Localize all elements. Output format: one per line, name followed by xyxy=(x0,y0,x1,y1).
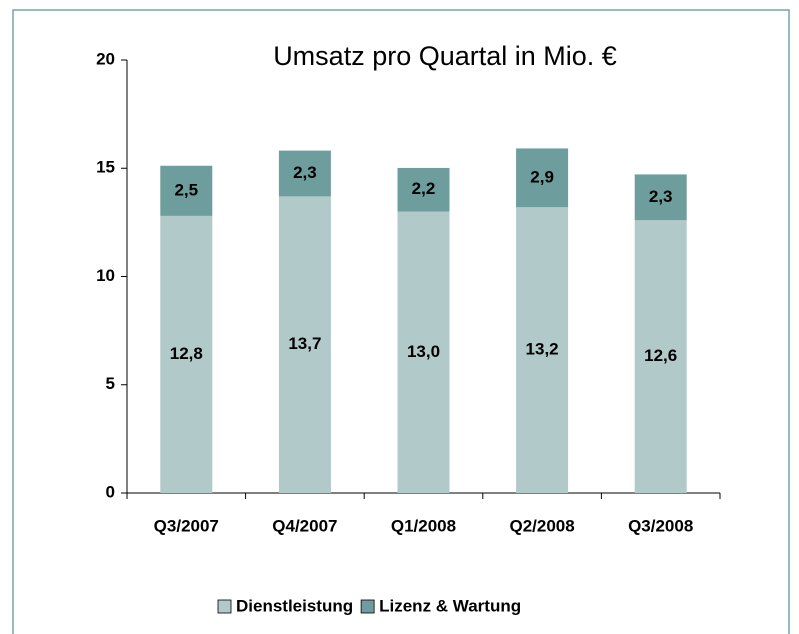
bar-segment xyxy=(278,196,331,493)
value-label: 12,6 xyxy=(644,346,677,365)
bar-segment xyxy=(634,174,687,221)
x-tick-label: Q1/2008 xyxy=(391,516,456,535)
legend-swatch xyxy=(217,599,232,614)
x-tick-label: Q2/2008 xyxy=(509,516,574,535)
value-label: 2,5 xyxy=(174,180,198,199)
y-tick-label: 15 xyxy=(96,158,115,177)
value-label: 13,7 xyxy=(288,334,321,353)
y-tick-label: 10 xyxy=(96,266,115,285)
value-label: 13,0 xyxy=(407,342,440,361)
frame xyxy=(12,9,790,634)
bar-segment xyxy=(634,220,687,493)
bar-segment xyxy=(160,215,213,493)
bar-segment xyxy=(397,211,450,494)
bar-segment xyxy=(516,148,569,208)
legend-swatch xyxy=(360,599,375,614)
value-label: 13,2 xyxy=(526,340,559,359)
value-label: 2,3 xyxy=(293,163,317,182)
bar-segment xyxy=(278,150,331,197)
legend-label: Dienstleistung xyxy=(236,596,353,615)
value-label: 2,3 xyxy=(649,187,673,206)
bar-segment xyxy=(397,167,450,212)
legend-label: Lizenz & Wartung xyxy=(379,596,521,615)
bar-segment xyxy=(160,165,213,216)
bar-segment xyxy=(516,207,569,493)
x-tick-label: Q4/2007 xyxy=(272,516,337,535)
value-label: 2,9 xyxy=(530,167,554,186)
value-label: 2,2 xyxy=(412,179,436,198)
chart-title: Umsatz pro Quartal in Mio. € xyxy=(273,41,617,71)
y-tick-label: 5 xyxy=(106,374,115,393)
value-label: 12,8 xyxy=(170,344,203,363)
x-tick-label: Q3/2007 xyxy=(154,516,219,535)
x-tick-label: Q3/2008 xyxy=(628,516,693,535)
y-tick-label: 20 xyxy=(96,49,115,68)
y-tick-label: 0 xyxy=(106,482,115,501)
